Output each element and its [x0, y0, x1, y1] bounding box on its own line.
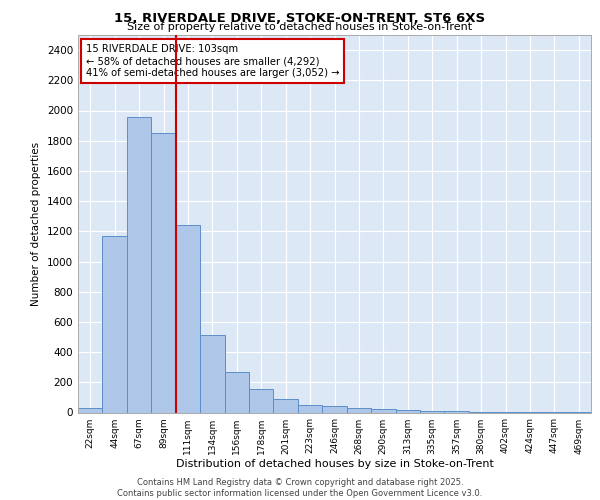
Bar [395, 410, 420, 412]
Text: 15 RIVERDALE DRIVE: 103sqm
← 58% of detached houses are smaller (4,292)
41% of s: 15 RIVERDALE DRIVE: 103sqm ← 58% of deta… [86, 44, 339, 78]
Bar [249, 389, 274, 412]
Bar [200, 336, 224, 412]
Bar [274, 399, 298, 412]
Bar [371, 410, 395, 412]
Y-axis label: Number of detached properties: Number of detached properties [31, 142, 41, 306]
Bar [347, 408, 371, 412]
Bar [78, 408, 103, 412]
Bar [420, 411, 445, 412]
Bar [176, 226, 200, 412]
Bar [151, 133, 176, 412]
Bar [322, 406, 347, 412]
Bar [103, 236, 127, 412]
X-axis label: Distribution of detached houses by size in Stoke-on-Trent: Distribution of detached houses by size … [176, 460, 493, 469]
Text: Size of property relative to detached houses in Stoke-on-Trent: Size of property relative to detached ho… [127, 22, 473, 32]
Bar [224, 372, 249, 412]
Bar [127, 116, 151, 412]
Text: 15, RIVERDALE DRIVE, STOKE-ON-TRENT, ST6 6XS: 15, RIVERDALE DRIVE, STOKE-ON-TRENT, ST6… [115, 12, 485, 26]
Text: Contains HM Land Registry data © Crown copyright and database right 2025.
Contai: Contains HM Land Registry data © Crown c… [118, 478, 482, 498]
Bar [298, 405, 322, 412]
